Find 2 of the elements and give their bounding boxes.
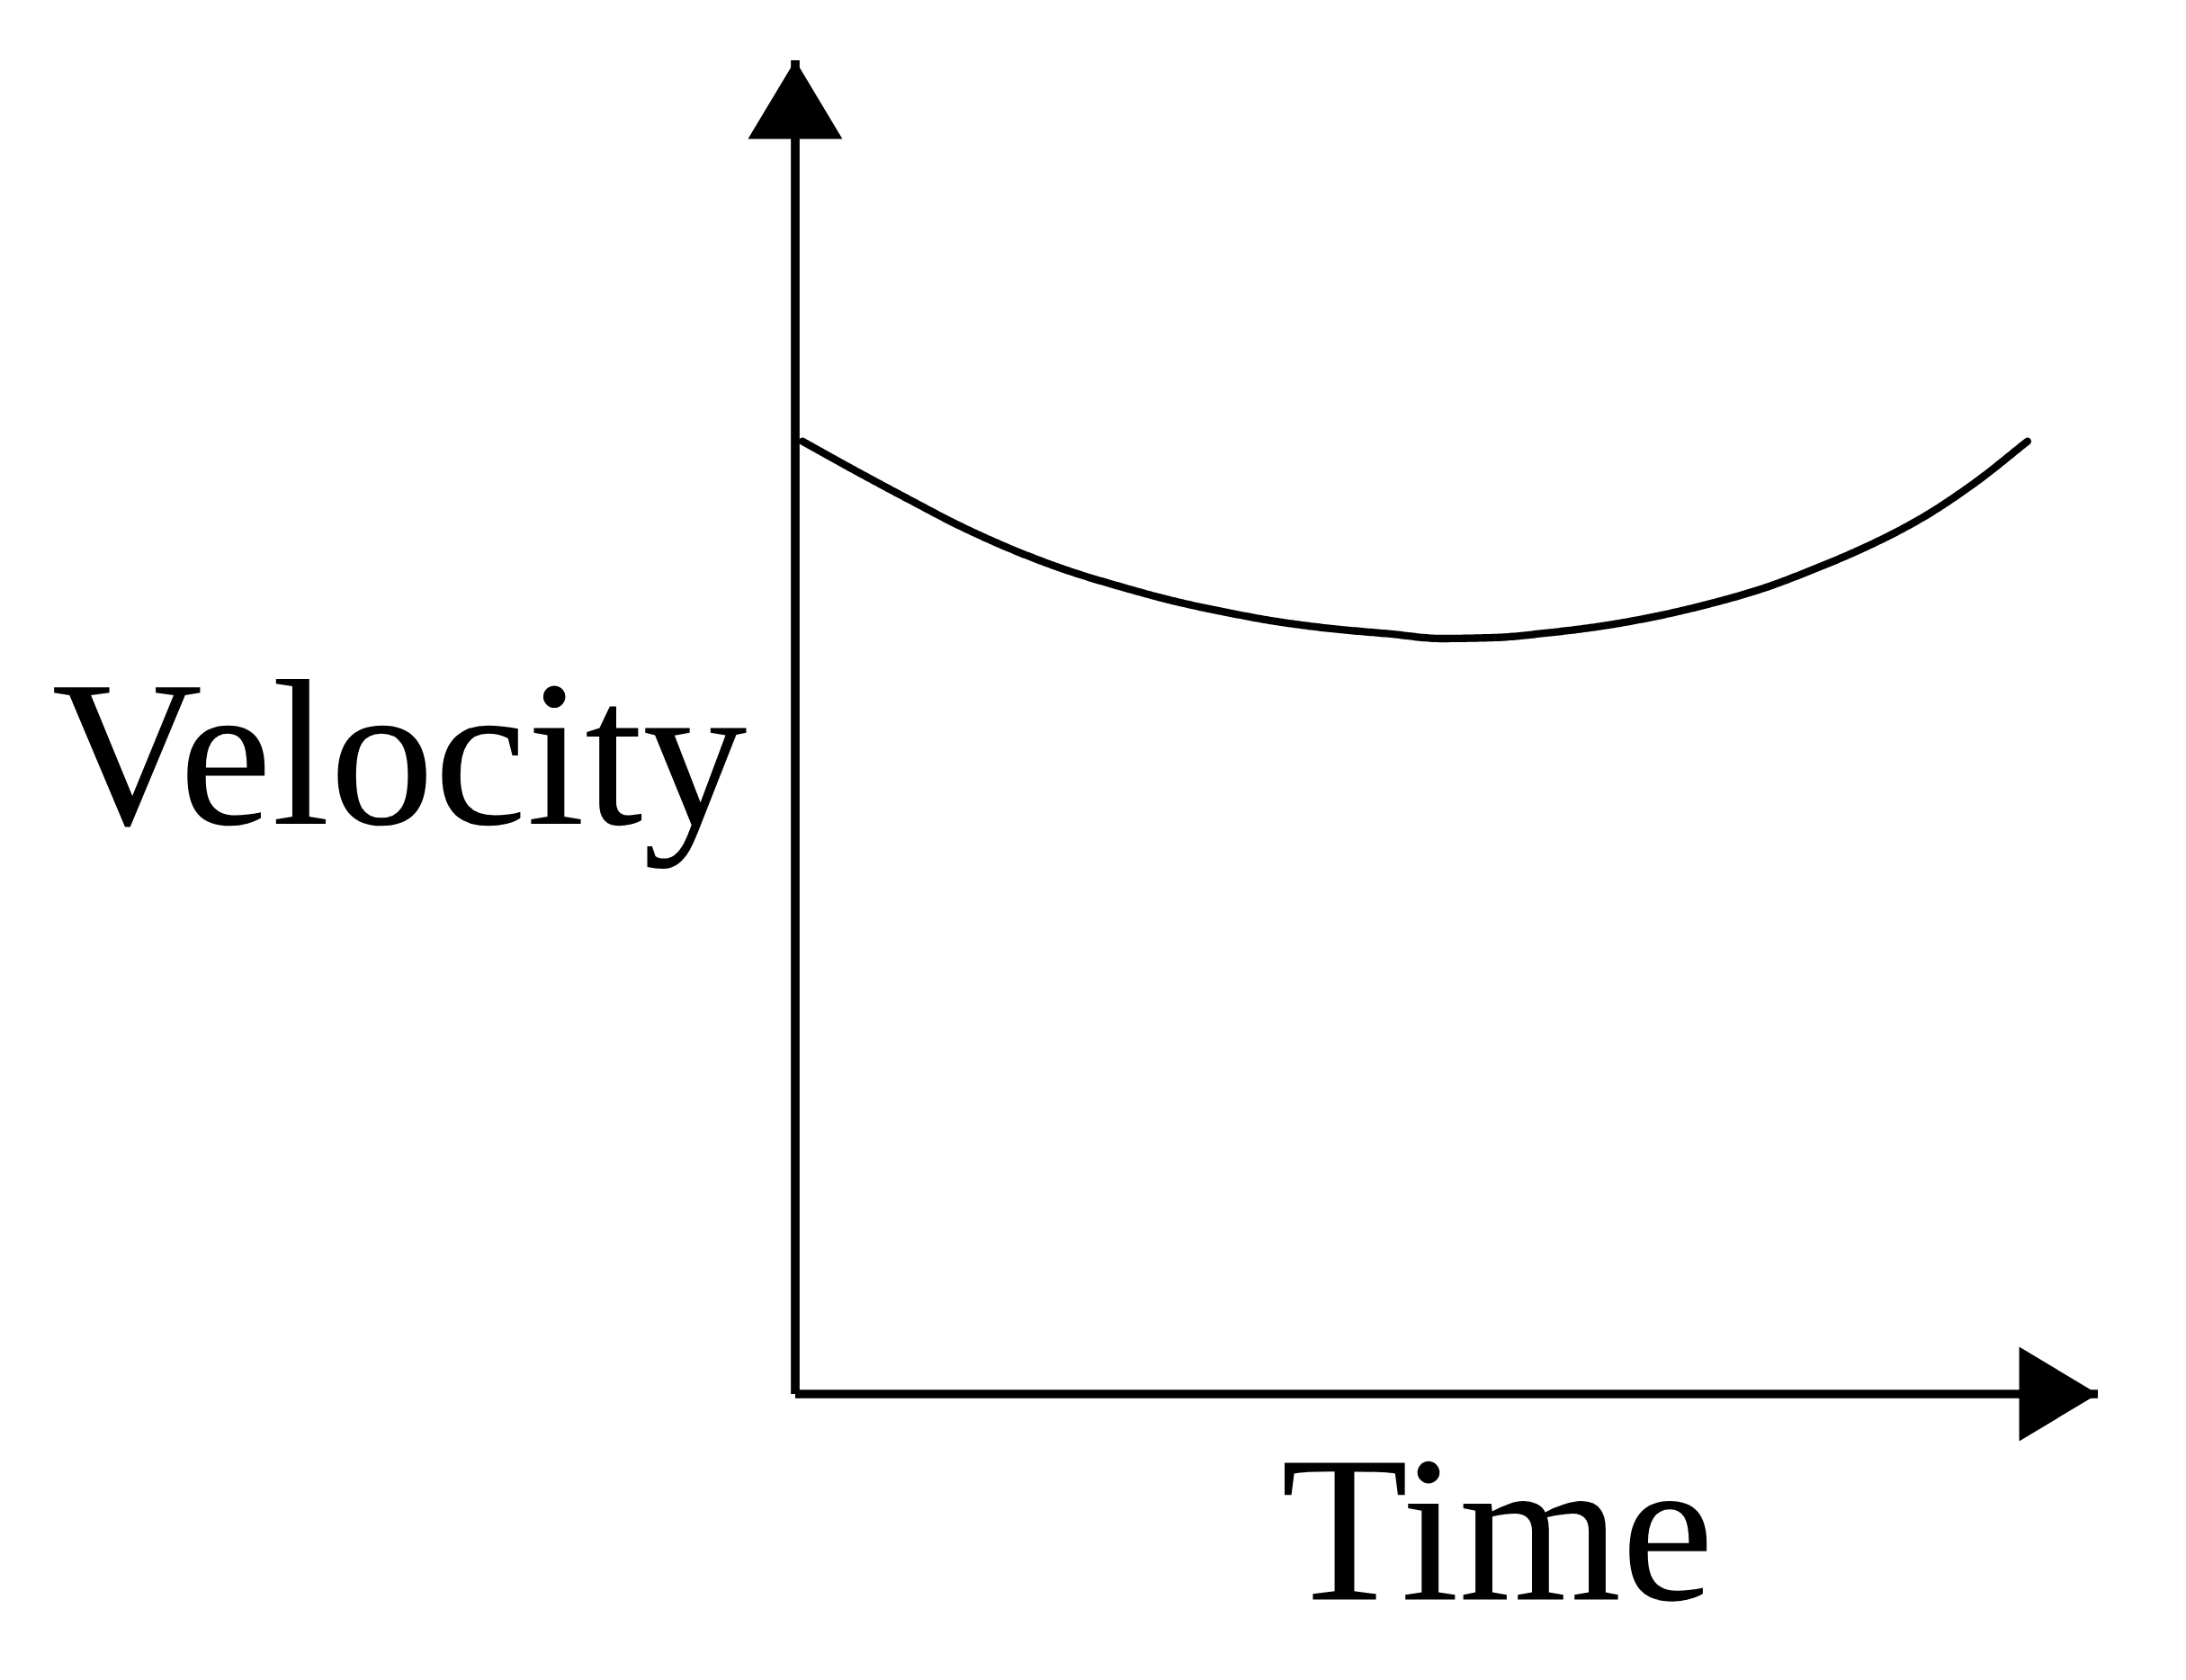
y-axis-title: Velocity — [54, 679, 747, 870]
x-axis-title: Time — [1285, 1461, 1707, 1602]
